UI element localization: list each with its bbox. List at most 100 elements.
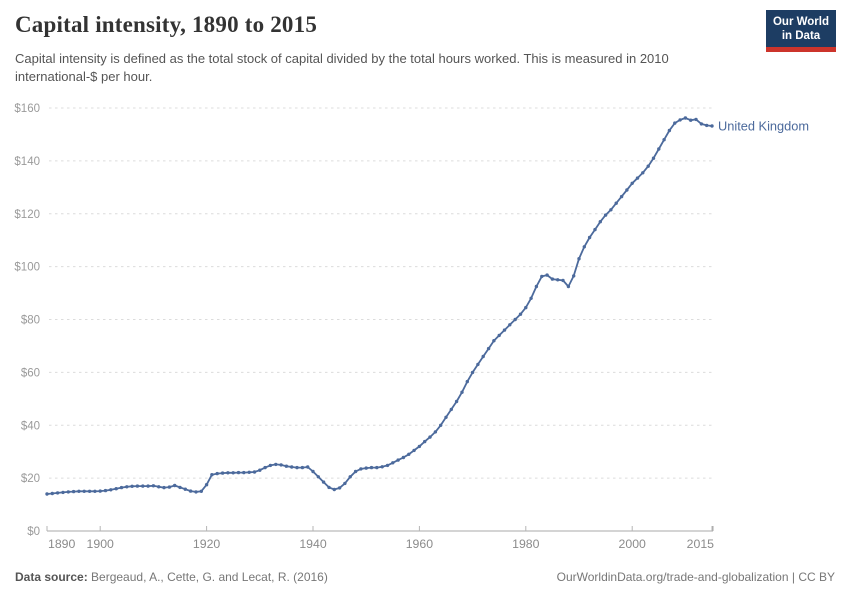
data-point[interactable] xyxy=(609,208,613,212)
data-point[interactable] xyxy=(646,164,650,168)
data-point[interactable] xyxy=(630,181,634,185)
owid-logo[interactable]: Our World in Data xyxy=(766,10,836,52)
data-point[interactable] xyxy=(157,485,161,489)
data-point[interactable] xyxy=(582,245,586,249)
line-chart-area[interactable]: $0 $20 $40 $60 $80 $100 $120 $140 $160 1890 1900 19… xyxy=(0,95,850,565)
data-point[interactable] xyxy=(364,466,368,470)
data-point[interactable] xyxy=(103,488,108,493)
data-point[interactable] xyxy=(188,489,193,493)
data-point[interactable] xyxy=(151,484,156,488)
data-point[interactable] xyxy=(657,147,661,151)
data-point[interactable] xyxy=(428,435,432,439)
data-point[interactable] xyxy=(247,470,251,474)
data-point[interactable] xyxy=(641,171,645,175)
data-point[interactable] xyxy=(375,465,379,470)
data-point[interactable] xyxy=(337,486,342,490)
data-point[interactable] xyxy=(529,296,533,300)
data-point[interactable] xyxy=(556,278,560,282)
data-point[interactable] xyxy=(502,328,507,332)
data-point[interactable] xyxy=(71,489,76,494)
data-point[interactable] xyxy=(231,471,235,475)
data-point[interactable] xyxy=(316,475,320,479)
data-point[interactable] xyxy=(321,480,326,484)
data-point[interactable] xyxy=(566,284,571,289)
series-line-united-kingdom[interactable] xyxy=(46,117,713,495)
data-point[interactable] xyxy=(705,123,709,128)
data-point[interactable] xyxy=(534,284,539,289)
data-point[interactable] xyxy=(662,138,666,142)
data-point[interactable] xyxy=(327,485,331,490)
data-point[interactable] xyxy=(545,273,549,277)
data-point[interactable] xyxy=(439,423,443,427)
data-point[interactable] xyxy=(625,188,629,192)
data-point[interactable] xyxy=(540,274,544,279)
data-point[interactable] xyxy=(513,317,517,322)
data-point[interactable] xyxy=(114,487,118,491)
data-point[interactable] xyxy=(279,463,283,467)
data-point[interactable] xyxy=(274,462,278,467)
data-point[interactable] xyxy=(173,483,177,488)
data-point[interactable] xyxy=(311,469,315,474)
series-label-united-kingdom[interactable]: United Kingdom xyxy=(718,118,809,133)
data-point[interactable] xyxy=(77,489,81,493)
data-point[interactable] xyxy=(470,370,475,375)
attribution-link[interactable]: OurWorldinData.org/trade-and-globalizati… xyxy=(556,570,835,584)
data-point[interactable] xyxy=(284,464,289,468)
data-point[interactable] xyxy=(619,194,624,199)
data-point[interactable] xyxy=(82,489,86,493)
data-point[interactable] xyxy=(412,448,416,453)
data-point[interactable] xyxy=(614,201,618,205)
data-point[interactable] xyxy=(242,470,246,475)
data-point[interactable] xyxy=(572,274,576,278)
data-point[interactable] xyxy=(66,490,71,494)
data-point[interactable] xyxy=(343,481,347,486)
data-point[interactable] xyxy=(593,227,597,232)
data-point[interactable] xyxy=(290,465,294,469)
data-point[interactable] xyxy=(444,415,448,419)
data-point[interactable] xyxy=(417,444,422,449)
data-point[interactable] xyxy=(396,458,400,462)
data-point[interactable] xyxy=(550,277,555,281)
data-point[interactable] xyxy=(369,465,374,470)
data-point[interactable] xyxy=(45,492,49,496)
data-point[interactable] xyxy=(93,489,97,493)
data-point[interactable] xyxy=(50,491,54,496)
data-point[interactable] xyxy=(508,323,512,327)
data-point[interactable] xyxy=(635,176,640,180)
data-point[interactable] xyxy=(561,278,565,283)
data-point[interactable] xyxy=(87,489,92,493)
data-point[interactable] xyxy=(119,485,124,490)
data-point[interactable] xyxy=(598,220,602,224)
data-point[interactable] xyxy=(678,118,682,122)
data-point[interactable] xyxy=(492,339,496,343)
data-point[interactable] xyxy=(476,362,480,367)
data-point[interactable] xyxy=(55,491,60,495)
data-point[interactable] xyxy=(449,407,453,412)
data-point[interactable] xyxy=(465,379,469,384)
data-point[interactable] xyxy=(226,471,230,475)
data-point[interactable] xyxy=(268,463,273,468)
data-point[interactable] xyxy=(481,354,485,359)
data-point[interactable] xyxy=(236,470,241,475)
data-point[interactable] xyxy=(683,116,688,120)
data-point[interactable] xyxy=(454,399,459,404)
data-point[interactable] xyxy=(587,235,592,240)
data-point[interactable] xyxy=(689,118,693,122)
data-point[interactable] xyxy=(306,465,310,469)
data-point[interactable] xyxy=(194,490,198,494)
data-point[interactable] xyxy=(98,489,102,493)
data-point[interactable] xyxy=(651,156,656,160)
data-point[interactable] xyxy=(162,485,166,490)
data-point[interactable] xyxy=(433,430,438,434)
data-point[interactable] xyxy=(263,465,267,470)
data-point[interactable] xyxy=(407,452,411,456)
data-point[interactable] xyxy=(125,485,129,489)
data-point[interactable] xyxy=(699,122,704,126)
data-point[interactable] xyxy=(130,484,134,488)
data-point[interactable] xyxy=(460,390,464,394)
data-point[interactable] xyxy=(385,463,390,468)
data-point[interactable] xyxy=(380,465,384,469)
data-point[interactable] xyxy=(332,487,336,492)
data-point[interactable] xyxy=(295,465,299,470)
data-point[interactable] xyxy=(183,487,187,491)
